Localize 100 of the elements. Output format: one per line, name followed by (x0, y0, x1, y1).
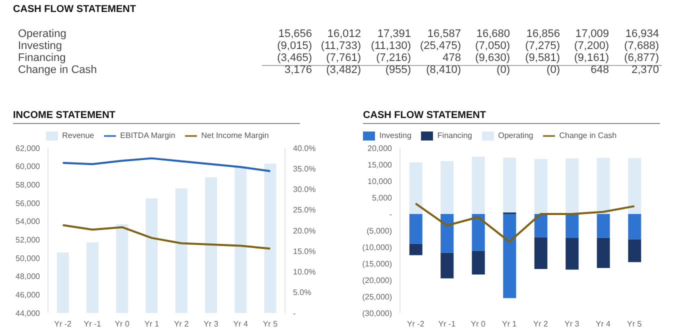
text: 2,370 (631, 64, 659, 76)
y-tick-label: 15,000 (368, 160, 393, 170)
text: 16,680 (476, 28, 510, 40)
y-tick-label: 52,000 (16, 236, 41, 245)
text: 648 (590, 64, 609, 76)
text: (955) (385, 64, 411, 76)
line-series (62, 224, 272, 250)
y-tick-label: 58,000 (16, 180, 41, 190)
x-tick-label: Yr -1 (438, 320, 456, 329)
y2-tick-label: 5.0% (293, 288, 312, 298)
text: (9,630) (475, 52, 510, 64)
bar (440, 214, 454, 253)
y2-tick-label: 10.0% (293, 268, 316, 277)
y-tick-label: 48,000 (16, 272, 41, 282)
legend-label: Net Income Margin (201, 131, 269, 140)
y-tick-label: (15,000) (362, 259, 392, 268)
text: (7,688) (624, 40, 659, 52)
text: 15,656 (277, 28, 312, 40)
bar (534, 237, 548, 270)
legend-label: EBITDA Margin (120, 131, 176, 140)
bar (566, 238, 579, 270)
y2-tick-label: 25.0% (293, 206, 316, 215)
text: (11,130) (370, 40, 411, 52)
y2-tick-label: 30.0% (293, 185, 316, 194)
text: Operating (18, 28, 66, 40)
y2-tick-label: 40.0% (293, 144, 316, 153)
x-tick-label: Yr 2 (533, 320, 549, 329)
x-tick-label: Yr 4 (233, 320, 248, 329)
line-series (62, 157, 272, 172)
bar (409, 162, 422, 214)
y-tick-label: 46,000 (16, 290, 41, 300)
text: 478 (442, 52, 461, 64)
bar (628, 214, 642, 240)
bar (440, 161, 454, 214)
text: (7,216) (376, 52, 411, 64)
y-tick-label: 5,000 (372, 193, 393, 202)
bar (503, 158, 516, 212)
y-tick-label: 60,000 (16, 162, 41, 172)
text: 3,176 (283, 64, 312, 76)
x-tick-label: Yr 0 (114, 320, 130, 329)
y-tick-label: 56,000 (16, 198, 41, 208)
text: (11,733) (320, 40, 361, 52)
y-tick-label: 44,000 (16, 308, 41, 318)
x-tick-label: Yr 1 (502, 320, 518, 329)
bar (409, 214, 422, 244)
y-tick-label: (20,000) (362, 276, 392, 285)
bar (409, 244, 422, 256)
y2-tick-label: 15.0% (293, 246, 316, 256)
x-tick-label: Yr 3 (564, 320, 580, 329)
bar (596, 238, 610, 268)
y-tick-label: (25,000) (362, 292, 392, 302)
bar (440, 252, 454, 278)
y-tick-label: 62,000 (16, 144, 41, 153)
bar (628, 239, 642, 262)
x-tick-label: Yr 5 (627, 320, 642, 329)
text: (7,050) (475, 40, 510, 52)
x-tick-label: Yr 1 (144, 320, 160, 329)
bar (534, 214, 548, 238)
x-tick-label: Yr -2 (406, 320, 425, 329)
x-tick-label: Yr 0 (470, 320, 486, 329)
text: 16,587 (427, 28, 461, 40)
legend-label: Revenue (62, 131, 94, 140)
text: (6,877) (624, 52, 659, 64)
legend-label: Investing (379, 131, 412, 140)
bar (566, 214, 579, 238)
x-tick-label: Yr -1 (84, 320, 102, 329)
x-tick-label: Yr 3 (204, 320, 219, 329)
x-tick-label: Yr 5 (262, 320, 278, 329)
text: (9,161) (574, 52, 609, 64)
bar (503, 214, 516, 298)
text: 16,856 (526, 28, 560, 40)
bar (472, 156, 485, 214)
legend-label: Change in Cash (559, 131, 617, 140)
text: (25,475) (420, 40, 461, 52)
text: 16,934 (625, 28, 659, 40)
legend-label: Financing (437, 131, 472, 140)
y2-tick-label: - (293, 308, 296, 318)
text: CASH FLOW STATEMENT (13, 4, 137, 17)
text: (7,761) (326, 52, 361, 64)
bar (628, 158, 642, 214)
text: Investing (18, 40, 62, 52)
line-series (414, 202, 636, 243)
bar (534, 158, 548, 214)
text: 17,391 (377, 28, 411, 40)
x-tick-label: Yr 2 (174, 320, 190, 329)
y-tick-label: (10,000) (362, 242, 392, 252)
y-tick-label: (30,000) (362, 308, 392, 318)
y-tick-label: 54,000 (16, 217, 41, 226)
y-tick-label: (5,000) (366, 226, 392, 236)
text: (0) (496, 64, 510, 76)
bar (596, 214, 610, 238)
text: (7,200) (574, 40, 609, 52)
chart-title: CASH FLOW STATEMENT (363, 110, 660, 124)
text: 16,012 (327, 28, 361, 40)
y-tick-label: - (389, 210, 392, 219)
x-tick-label: Yr 4 (596, 320, 612, 329)
x-tick-label: Yr -2 (54, 320, 72, 329)
text: (9,581) (525, 52, 560, 64)
text: 17,009 (575, 28, 609, 40)
text: (0) (546, 64, 560, 76)
